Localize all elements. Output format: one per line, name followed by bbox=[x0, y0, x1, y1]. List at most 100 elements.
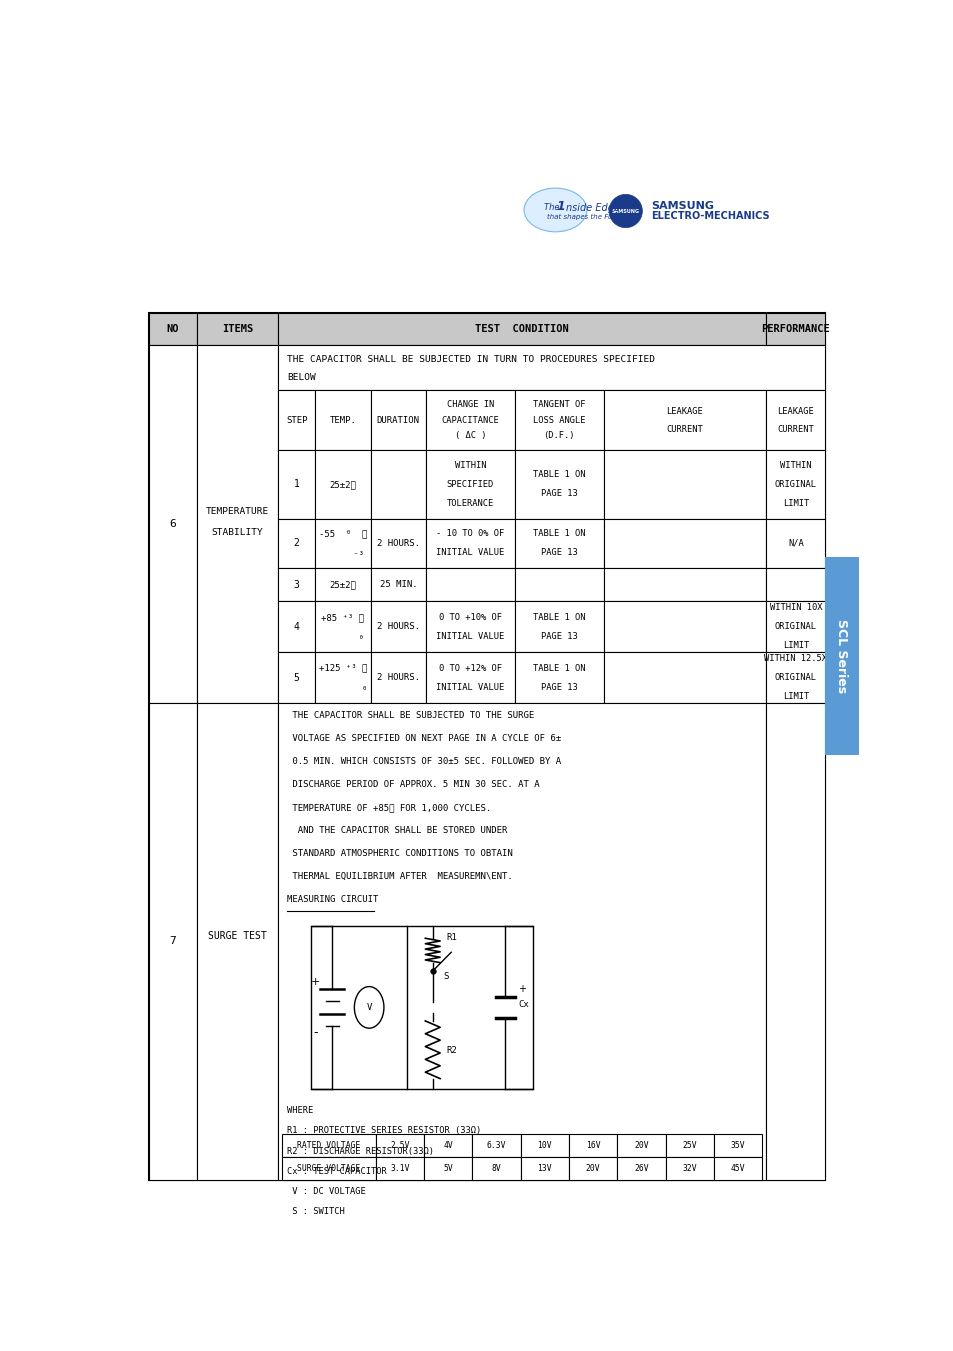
Bar bbox=[149, 345, 196, 703]
Bar bbox=[665, 1156, 714, 1179]
Text: ITEMS: ITEMS bbox=[222, 324, 253, 334]
Text: TABLE 1 ON: TABLE 1 ON bbox=[533, 470, 585, 480]
Text: 35V: 35V bbox=[730, 1140, 745, 1150]
Text: LIMIT: LIMIT bbox=[781, 640, 808, 650]
Bar bbox=[149, 703, 196, 1179]
Bar bbox=[603, 390, 765, 450]
Text: TANGENT OF: TANGENT OF bbox=[533, 400, 585, 408]
Bar bbox=[824, 558, 858, 755]
Bar bbox=[370, 653, 426, 703]
Bar bbox=[314, 390, 370, 450]
Bar bbox=[370, 390, 426, 450]
Text: TEMPERATURE OF +85℃ FOR 1,000 CYCLES.: TEMPERATURE OF +85℃ FOR 1,000 CYCLES. bbox=[287, 802, 491, 812]
Bar bbox=[426, 519, 515, 567]
Bar bbox=[714, 1133, 761, 1156]
Bar bbox=[196, 345, 278, 703]
Text: SURGE TEST: SURGE TEST bbox=[208, 931, 267, 942]
Text: INITIAL VALUE: INITIAL VALUE bbox=[436, 682, 504, 692]
Text: CURRENT: CURRENT bbox=[666, 424, 702, 434]
Text: 3: 3 bbox=[294, 580, 299, 589]
Text: 16V: 16V bbox=[585, 1140, 600, 1150]
Bar bbox=[278, 390, 314, 450]
Text: S : SWITCH: S : SWITCH bbox=[287, 1206, 344, 1216]
Bar bbox=[278, 345, 824, 390]
Text: TABLE 1 ON: TABLE 1 ON bbox=[533, 663, 585, 673]
Bar bbox=[765, 567, 824, 601]
Bar bbox=[603, 601, 765, 653]
Bar bbox=[278, 519, 314, 567]
Text: RATED VOLTAGE: RATED VOLTAGE bbox=[296, 1140, 360, 1150]
Bar bbox=[426, 390, 515, 450]
Text: TABLE 1 ON: TABLE 1 ON bbox=[533, 530, 585, 538]
Text: BELOW: BELOW bbox=[287, 373, 315, 382]
Bar bbox=[423, 1156, 472, 1179]
Text: (D.F.): (D.F.) bbox=[543, 431, 575, 439]
Bar bbox=[515, 601, 603, 653]
Text: 3.1V: 3.1V bbox=[390, 1163, 409, 1173]
Text: PERFORMANCE: PERFORMANCE bbox=[760, 324, 829, 334]
Text: N/A: N/A bbox=[787, 539, 802, 547]
Text: 20V: 20V bbox=[634, 1140, 648, 1150]
Text: 5V: 5V bbox=[443, 1163, 453, 1173]
Text: +85 ⁺³ ℃: +85 ⁺³ ℃ bbox=[321, 613, 364, 621]
Text: TABLE 1 ON: TABLE 1 ON bbox=[533, 613, 585, 621]
Bar bbox=[617, 1156, 665, 1179]
Text: ₀: ₀ bbox=[318, 682, 367, 692]
Text: 45V: 45V bbox=[730, 1163, 745, 1173]
Text: STABILITY: STABILITY bbox=[212, 528, 263, 536]
Text: THE CAPACITOR SHALL BE SUBJECTED IN TURN TO PROCEDURES SPECIFIED: THE CAPACITOR SHALL BE SUBJECTED IN TURN… bbox=[287, 355, 655, 363]
Text: THERMAL EQUILIBRIUM AFTER  MEASUREMN\ENT.: THERMAL EQUILIBRIUM AFTER MEASUREMN\ENT. bbox=[287, 871, 513, 881]
Bar bbox=[375, 1156, 423, 1179]
Bar bbox=[314, 601, 370, 653]
Bar bbox=[617, 1133, 665, 1156]
Text: MEASURING CIRCUIT: MEASURING CIRCUIT bbox=[287, 894, 378, 904]
Text: 1: 1 bbox=[294, 480, 299, 489]
Bar bbox=[196, 703, 278, 1179]
Text: -: - bbox=[314, 1025, 318, 1039]
Text: SAMSUNG: SAMSUNG bbox=[651, 201, 714, 211]
Text: 2: 2 bbox=[294, 538, 299, 549]
Bar bbox=[278, 313, 765, 345]
Text: THE CAPACITOR SHALL BE SUBJECTED TO THE SURGE: THE CAPACITOR SHALL BE SUBJECTED TO THE … bbox=[287, 712, 534, 720]
Bar bbox=[149, 313, 196, 345]
Text: LEAKAGE: LEAKAGE bbox=[777, 407, 813, 416]
Bar bbox=[370, 450, 426, 519]
Bar bbox=[714, 1156, 761, 1179]
Text: 32V: 32V bbox=[682, 1163, 697, 1173]
Text: -55  ⁰  ℃: -55 ⁰ ℃ bbox=[318, 530, 367, 538]
Bar bbox=[765, 313, 824, 345]
Bar bbox=[278, 653, 314, 703]
Text: 25±2℃: 25±2℃ bbox=[329, 480, 356, 489]
Bar bbox=[426, 567, 515, 601]
Text: 5: 5 bbox=[294, 673, 299, 682]
Bar bbox=[603, 567, 765, 601]
Text: 25 MIN.: 25 MIN. bbox=[379, 580, 416, 589]
Text: STANDARD ATMOSPHERIC CONDITIONS TO OBTAIN: STANDARD ATMOSPHERIC CONDITIONS TO OBTAI… bbox=[287, 848, 513, 858]
Bar bbox=[278, 703, 765, 1179]
Text: ORIGINAL: ORIGINAL bbox=[774, 480, 816, 489]
Text: nside Edge: nside Edge bbox=[565, 203, 619, 213]
Text: SPECIFIED: SPECIFIED bbox=[446, 480, 494, 489]
Bar bbox=[426, 450, 515, 519]
Text: LEAKAGE: LEAKAGE bbox=[666, 407, 702, 416]
Text: WHERE: WHERE bbox=[287, 1106, 313, 1116]
Text: CHANGE IN: CHANGE IN bbox=[446, 400, 494, 408]
Text: LIMIT: LIMIT bbox=[781, 499, 808, 508]
Circle shape bbox=[354, 986, 383, 1028]
Text: 0.5 MIN. WHICH CONSISTS OF 30±5 SEC. FOLLOWED BY A: 0.5 MIN. WHICH CONSISTS OF 30±5 SEC. FOL… bbox=[287, 758, 560, 766]
Bar bbox=[603, 653, 765, 703]
Bar bbox=[520, 1133, 568, 1156]
Bar bbox=[520, 1156, 568, 1179]
Text: INITIAL VALUE: INITIAL VALUE bbox=[436, 631, 504, 640]
Bar bbox=[765, 601, 824, 653]
Text: CURRENT: CURRENT bbox=[777, 424, 813, 434]
Text: Cx: Cx bbox=[518, 1000, 529, 1009]
Bar bbox=[765, 703, 824, 1179]
Text: CAPACITANCE: CAPACITANCE bbox=[441, 416, 498, 424]
Text: 20V: 20V bbox=[585, 1163, 600, 1173]
Text: SURGE VOLTAGE: SURGE VOLTAGE bbox=[296, 1163, 360, 1173]
Text: V: V bbox=[366, 1002, 372, 1012]
Text: S: S bbox=[443, 971, 449, 981]
Text: TEST  CONDITION: TEST CONDITION bbox=[475, 324, 569, 334]
Text: R2: R2 bbox=[446, 1046, 456, 1055]
